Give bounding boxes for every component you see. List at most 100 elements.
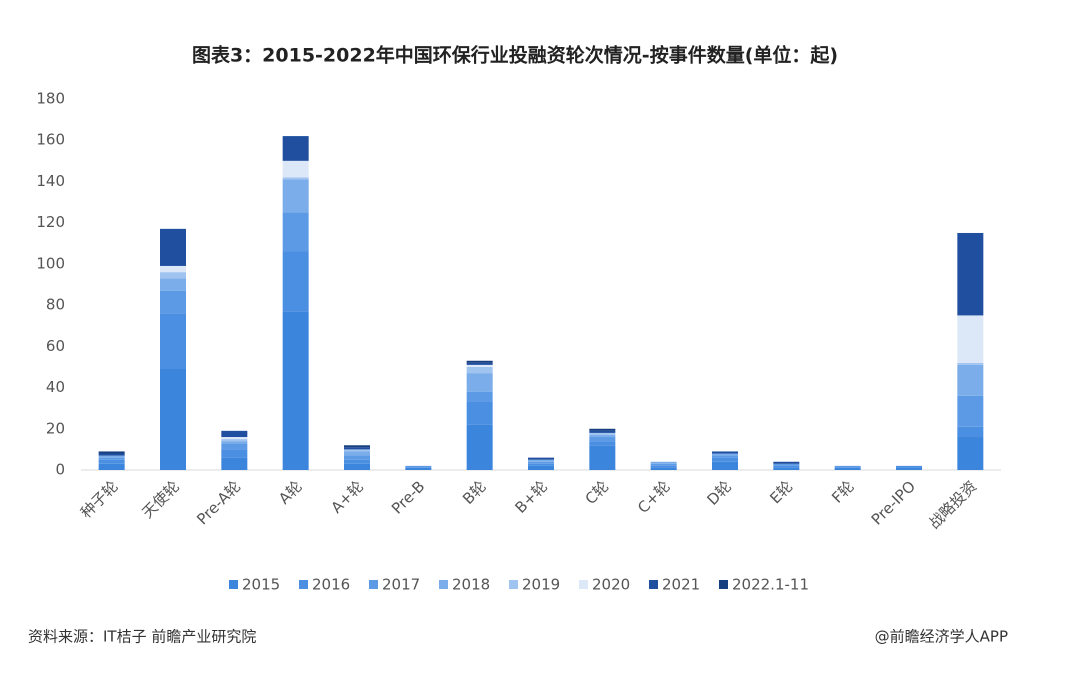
bar-segment	[160, 313, 186, 370]
bar-segment	[712, 457, 738, 462]
bar-segment	[98, 457, 125, 460]
bar-segment	[650, 463, 677, 466]
bar-segment	[405, 467, 432, 470]
legend-swatch	[439, 580, 448, 589]
bar-segment	[466, 401, 493, 425]
bar-segment	[528, 457, 554, 460]
legend-swatch	[229, 580, 238, 589]
bar-segment	[98, 453, 125, 456]
legend-label: 2019	[522, 576, 560, 594]
bar-segment	[221, 457, 248, 470]
bar-segment	[589, 445, 616, 470]
legend-swatch	[509, 580, 518, 589]
bar-segment	[160, 369, 186, 470]
y-tick-label: 40	[46, 378, 65, 396]
bar-segment	[221, 439, 248, 442]
y-tick-label: 120	[36, 213, 65, 231]
bar-segment	[282, 212, 309, 252]
bar-segment	[282, 160, 309, 178]
bar-segment	[282, 251, 309, 312]
bar-segment	[282, 136, 309, 161]
bar-segment	[712, 453, 738, 456]
bar-segment	[773, 465, 800, 468]
bar-segment	[528, 461, 554, 464]
bar-segment	[466, 391, 493, 402]
bar-segment	[589, 437, 616, 442]
legend-label: 2021	[662, 576, 700, 594]
bar-segment	[344, 447, 370, 450]
chart-title: 图表3：2015-2022年中国环保行业投融资轮次情况-按事件数量(单位：起)	[192, 44, 838, 67]
bar-segment	[528, 465, 554, 470]
x-tick-label: 种子轮	[77, 477, 122, 522]
bar-segment	[650, 467, 677, 470]
x-tick-label: A+轮	[328, 477, 367, 516]
x-tick-label: Pre-B	[388, 477, 428, 517]
bar-segment	[466, 424, 493, 470]
x-tick-label: B轮	[459, 477, 490, 508]
bar-segment	[589, 432, 616, 435]
bar-segment	[221, 441, 248, 444]
bar-segment	[957, 395, 984, 427]
legend-label: 2022.1-11	[732, 576, 809, 594]
bar-segment	[405, 465, 432, 468]
bar-segment	[773, 463, 800, 466]
x-tick-label: F轮	[828, 477, 857, 506]
y-tick-label: 60	[46, 337, 65, 355]
x-tick-label: B+轮	[512, 477, 551, 516]
bar-segment	[773, 461, 800, 464]
legend-swatch	[719, 580, 728, 589]
bar-segment	[344, 459, 370, 464]
bar-segment	[896, 467, 922, 470]
source-note: 资料来源：IT桔子 前瞻产业研究院	[28, 628, 256, 646]
legend-label: 2016	[312, 576, 350, 594]
bar-segment	[221, 430, 248, 438]
x-tick-label: 天使轮	[138, 477, 183, 522]
legend-swatch	[369, 580, 378, 589]
x-tick-label: D轮	[703, 477, 735, 509]
bar-segment	[957, 232, 984, 316]
bar-segment	[344, 451, 370, 456]
bar-segment	[221, 443, 248, 450]
bar-segment	[282, 179, 309, 213]
legend-swatch	[579, 580, 588, 589]
bar-segment	[466, 366, 493, 374]
x-tick-label: Pre-IPO	[868, 477, 919, 528]
bar-segment	[344, 455, 370, 460]
x-tick-label: C轮	[582, 477, 613, 508]
legend-swatch	[299, 580, 308, 589]
bar-segment	[466, 360, 493, 363]
bar-segment	[834, 467, 861, 470]
bar-segment	[712, 451, 738, 454]
bar-segment	[773, 467, 800, 470]
bar-segment	[896, 465, 922, 468]
legend-label: 2017	[382, 576, 420, 594]
bar-segment	[98, 451, 125, 454]
legend-swatch	[649, 580, 658, 589]
bar-segment	[160, 265, 186, 273]
bar-segment	[160, 290, 186, 314]
bar-segment	[589, 441, 616, 446]
y-tick-label: 100	[36, 254, 65, 272]
bar-segment	[650, 461, 677, 464]
bar-segment	[221, 437, 248, 440]
x-tick-label: C+轮	[634, 477, 674, 517]
bar-segment	[98, 463, 125, 470]
bar-segment	[98, 455, 125, 458]
y-tick-label: 160	[36, 131, 65, 149]
bar-segment	[160, 272, 186, 279]
y-tick-label: 140	[36, 172, 65, 190]
bar-segment	[344, 449, 370, 452]
bar-segment	[589, 434, 616, 438]
x-tick-label: A轮	[275, 477, 306, 508]
bar-segment	[466, 362, 493, 365]
bar-segment	[957, 426, 984, 438]
credit: @前瞻经济学人APP	[875, 628, 1008, 646]
bar-segment	[344, 445, 370, 448]
bar-segment	[650, 465, 677, 468]
bar-segment	[282, 177, 309, 180]
bar-segment	[957, 315, 984, 363]
bar-segment	[712, 455, 738, 458]
bar-segment	[98, 459, 125, 464]
y-tick-label: 20	[46, 419, 65, 437]
bar-segment	[466, 364, 493, 367]
